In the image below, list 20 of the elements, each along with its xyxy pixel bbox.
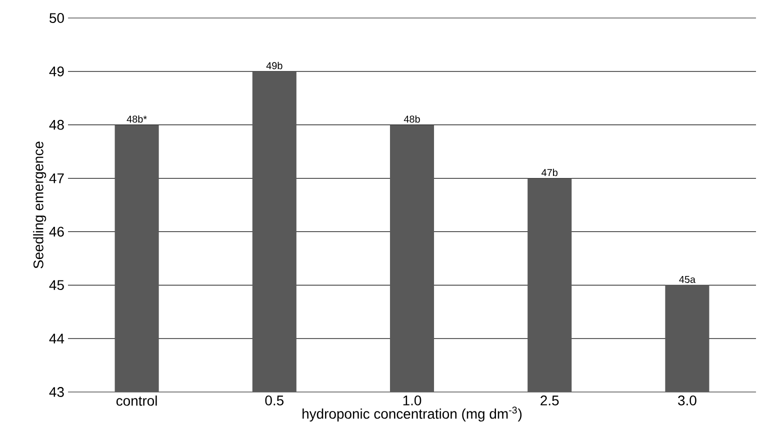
- y-tick-label: 49: [49, 66, 64, 76]
- data-label: 49b: [266, 62, 282, 70]
- x-tick-label: 1.0: [403, 396, 422, 406]
- x-tick-label: 2.5: [540, 396, 559, 406]
- y-tick-label: 43: [49, 387, 64, 397]
- data-label: 45a: [679, 276, 696, 283]
- data-label: 48b*: [126, 115, 147, 123]
- x-tick-label: 3.0: [678, 396, 696, 406]
- data-label: 48b: [404, 115, 420, 123]
- data-label: 47b: [542, 168, 558, 176]
- y-tick-label: 48: [49, 120, 64, 130]
- y-tick-label: 47: [49, 173, 64, 184]
- y-tick-label: 46: [49, 226, 64, 237]
- x-tick-label: control: [116, 396, 157, 406]
- y-axis-title: Seedling emergence: [33, 142, 46, 268]
- x-axis-title: hydroponic concentration (mg dm$^{-3}$): [302, 406, 522, 422]
- y-tick-label: 45: [49, 280, 64, 290]
- y-tick-label: 50: [50, 13, 64, 23]
- y-tick-label: 44: [49, 334, 64, 344]
- x-tick-label: 0.5: [265, 396, 284, 406]
